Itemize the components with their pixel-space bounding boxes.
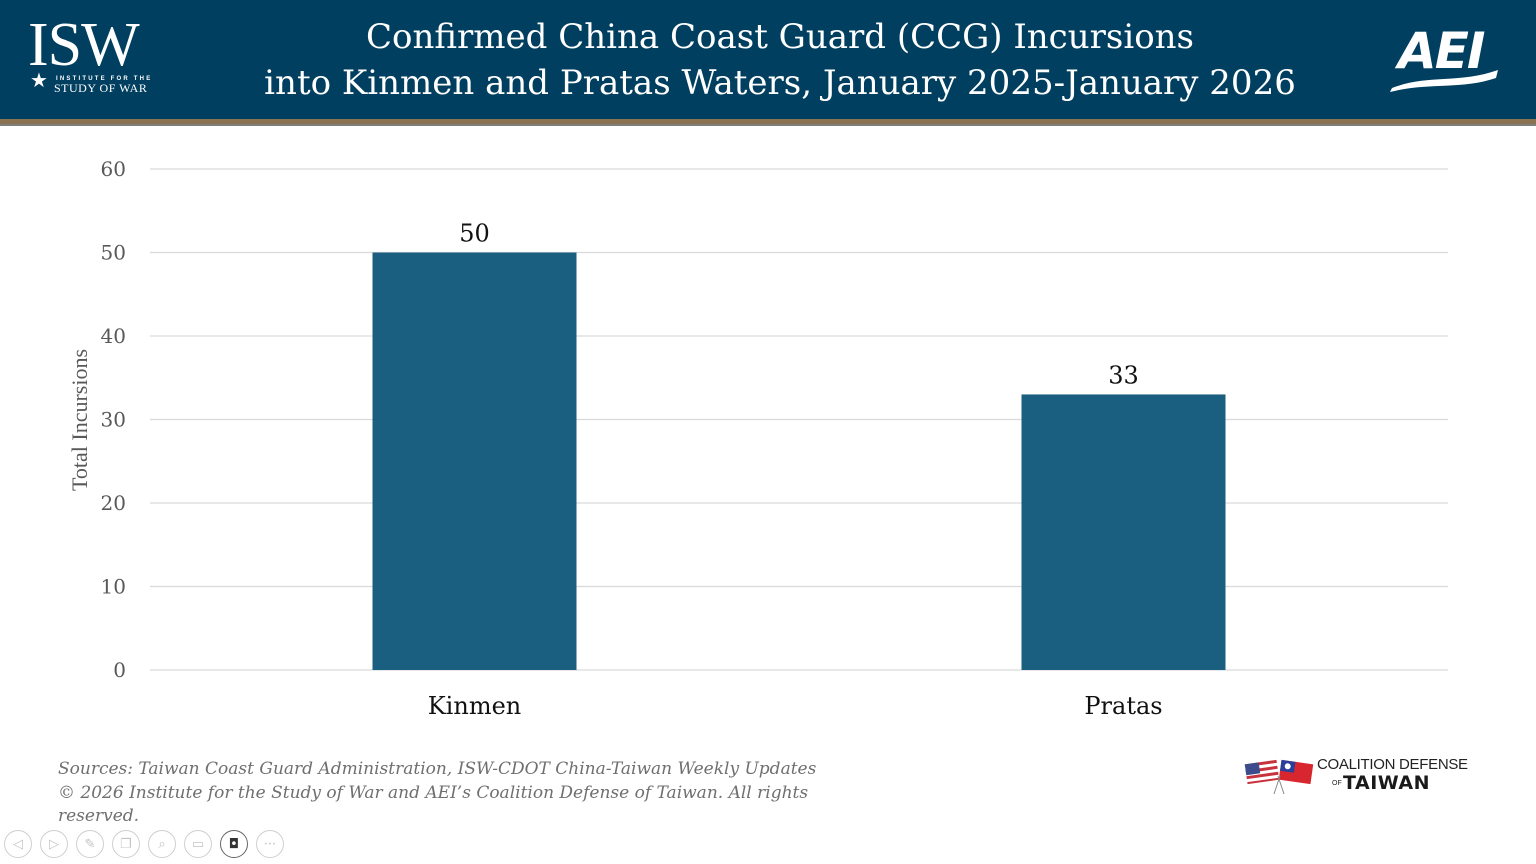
bar-kinmen xyxy=(372,252,577,670)
next-slide-button[interactable]: ▷ xyxy=(40,830,68,858)
y-tick-label: 40 xyxy=(101,324,126,348)
crossed-flags-icon xyxy=(1244,759,1314,795)
y-tick-label: 10 xyxy=(101,575,126,599)
chart-title-line2: into Kinmen and Pratas Waters, January 2… xyxy=(264,63,1296,103)
camera-button[interactable]: ◘ xyxy=(220,830,248,858)
pen-tool-button[interactable]: ✎ xyxy=(76,830,104,858)
header-gold-rule xyxy=(0,119,1536,124)
presentation-toolbar: ◁ ▷ ✎ ❐ ⌕ ▭ ◘ ··· xyxy=(4,830,284,860)
copyright-line: © 2026 Institute for the Study of War an… xyxy=(58,782,809,803)
y-tick-label: 20 xyxy=(101,491,126,515)
subtitles-button[interactable]: ▭ xyxy=(184,830,212,858)
coalition-defense-taiwan-logo: COALITION DEFENSE OF TAIWAN xyxy=(1244,756,1474,798)
header-banner: ISW ★ INSTITUTE FOR THE STUDY OF WAR Con… xyxy=(0,0,1536,119)
cdt-logo-line2: TAIWAN xyxy=(1343,772,1430,794)
y-axis-title: Total Incursions xyxy=(67,349,92,491)
bar-chart: 0 10 20 30 40 50 60 Total Incursions 50 Kinmen 33 P… xyxy=(67,157,1448,720)
y-tick-label: 50 xyxy=(101,241,126,265)
x-category-label: Kinmen xyxy=(428,692,521,720)
bar-pratas xyxy=(1021,394,1226,670)
header-gray-rule xyxy=(0,124,1536,126)
isw-logo-letters: ISW xyxy=(28,11,140,79)
aei-logo-letters: AEI xyxy=(1398,22,1485,80)
cdt-logo-of: OF xyxy=(1332,780,1342,787)
data-label: 50 xyxy=(459,220,490,248)
x-category-label: Pratas xyxy=(1084,692,1162,720)
isw-logo: ISW ★ INSTITUTE FOR THE STUDY OF WAR xyxy=(28,14,168,100)
more-options-button[interactable]: ··· xyxy=(256,830,284,858)
chart-title-line1: Confirmed China Coast Guard (CCG) Incurs… xyxy=(365,17,1195,57)
sources-note: Sources: Taiwan Coast Guard Administrati… xyxy=(58,758,858,829)
chart-title: Confirmed China Coast Guard (CCG) Incurs… xyxy=(200,14,1360,106)
data-label: 33 xyxy=(1108,361,1139,389)
sources-line: Sources: Taiwan Coast Guard Administrati… xyxy=(58,759,817,779)
see-all-slides-button[interactable]: ❐ xyxy=(112,830,140,858)
star-icon: ★ xyxy=(30,68,48,92)
zoom-button[interactable]: ⌕ xyxy=(148,830,176,858)
aei-logo: AEI xyxy=(1388,26,1514,92)
isw-logo-subtitle-top: INSTITUTE FOR THE xyxy=(56,76,153,82)
copyright-line-end: reserved. xyxy=(58,806,140,826)
y-tick-label: 60 xyxy=(101,157,126,181)
y-tick-label: 0 xyxy=(113,658,126,682)
isw-logo-subtitle-bottom: STUDY OF WAR xyxy=(54,81,148,95)
aei-wave-icon xyxy=(1390,70,1498,92)
y-tick-label: 30 xyxy=(101,408,126,432)
previous-slide-button[interactable]: ◁ xyxy=(4,830,32,858)
cdt-logo-line1: COALITION DEFENSE xyxy=(1317,756,1468,773)
